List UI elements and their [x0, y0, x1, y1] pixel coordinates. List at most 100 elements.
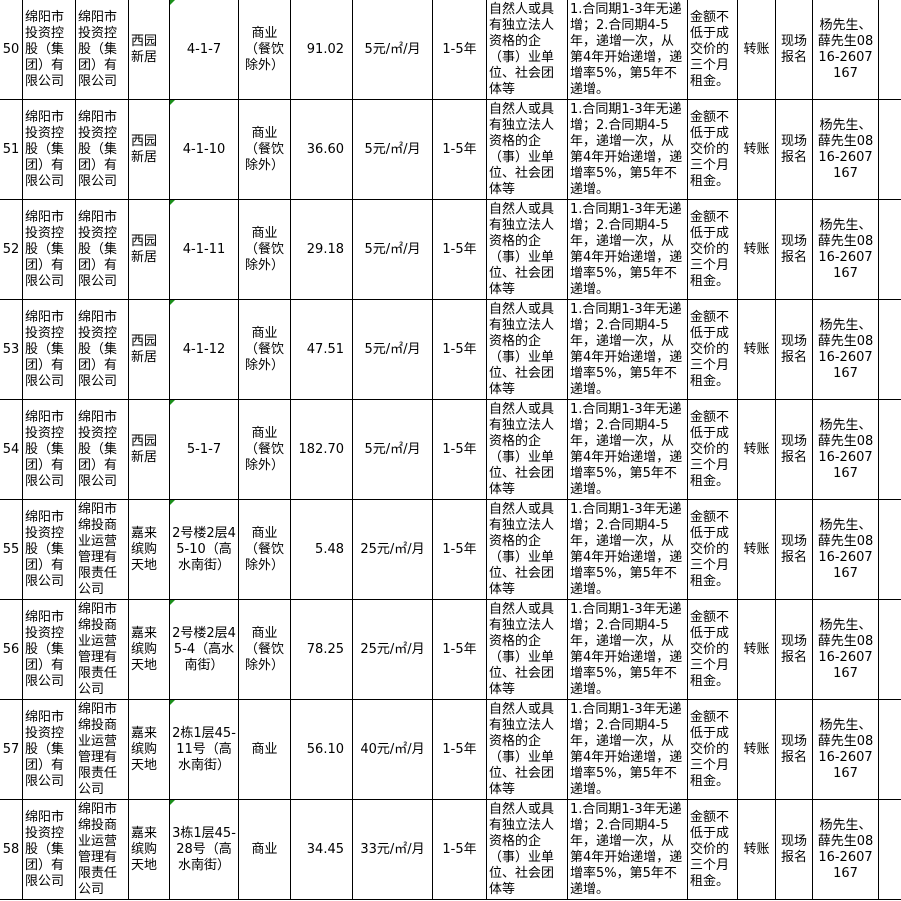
- increase-cell: 1.合同期1-3年无递增；2.合同期4-5年，递增一次，从第4年开始递增，递增率…: [567, 0, 688, 100]
- table-row: 56 绵阳市投资控股（集团）有限公司 绵阳市绵投商业运营管理有限责任公司 嘉来缤购天地…: [0, 599, 901, 700]
- row-number: 56: [0, 599, 23, 700]
- contact-cell: 杨先生、薛先生0816-2607167: [812, 399, 879, 500]
- registration-cell: 现场报名: [775, 499, 813, 600]
- term-cell: 1-5年: [432, 199, 487, 300]
- contact-cell: 杨先生、薛先生0816-2607167: [812, 599, 879, 700]
- empty-cell: [878, 499, 901, 600]
- deposit-cell: 金额不低于成交价的三个月租金。: [687, 599, 738, 700]
- owner-cell: 绵阳市投资控股（集团）有限公司: [22, 99, 76, 200]
- empty-cell: [878, 599, 901, 700]
- operator-cell: 绵阳市绵投商业运营管理有限责任公司: [75, 699, 129, 800]
- row-number: 50: [0, 0, 23, 100]
- row-number: 54: [0, 399, 23, 500]
- qualification-cell: 自然人或具有独立法人资格的企（事）业单位、社会团体等: [486, 499, 568, 600]
- table-row: 54 绵阳市投资控股（集团）有限公司 绵阳市投资控股（集团）有限公司 西园新居 5-1-…: [0, 399, 901, 500]
- unit-cell: 2号楼2层45-4（高水南街）: [169, 599, 239, 700]
- row-number: 55: [0, 499, 23, 600]
- project-cell: 西园新居: [128, 399, 170, 500]
- table-row: 50 绵阳市投资控股（集团）有限公司 绵阳市投资控股（集团）有限公司 西园新居 4-1-…: [0, 0, 901, 100]
- contact-cell: 杨先生、薛先生0816-2607167: [812, 99, 879, 200]
- deposit-cell: 金额不低于成交价的三个月租金。: [687, 299, 738, 400]
- owner-cell: 绵阳市投资控股（集团）有限公司: [22, 799, 76, 900]
- empty-cell: [878, 0, 901, 100]
- price-cell: 5元/㎡/月: [352, 0, 433, 100]
- operator-cell: 绵阳市投资控股（集团）有限公司: [75, 199, 129, 300]
- payment-cell: 转账: [737, 399, 776, 500]
- registration-cell: 现场报名: [775, 99, 813, 200]
- term-cell: 1-5年: [432, 99, 487, 200]
- term-cell: 1-5年: [432, 399, 487, 500]
- payment-cell: 转账: [737, 0, 776, 100]
- deposit-cell: 金额不低于成交价的三个月租金。: [687, 199, 738, 300]
- deposit-cell: 金额不低于成交价的三个月租金。: [687, 0, 738, 100]
- area-cell: 36.60: [290, 99, 353, 200]
- price-cell: 5元/㎡/月: [352, 99, 433, 200]
- project-cell: 西园新居: [128, 299, 170, 400]
- deposit-cell: 金额不低于成交价的三个月租金。: [687, 399, 738, 500]
- use-cell: 商业（餐饮除外）: [238, 299, 291, 400]
- contact-cell: 杨先生、薛先生0816-2607167: [812, 699, 879, 800]
- contact-cell: 杨先生、薛先生0816-2607167: [812, 0, 879, 100]
- project-cell: 嘉来缤购天地: [128, 599, 170, 700]
- unit-cell: 4-1-10: [169, 99, 239, 200]
- payment-cell: 转账: [737, 199, 776, 300]
- unit-cell: 4-1-11: [169, 199, 239, 300]
- contact-cell: 杨先生、薛先生0816-2607167: [812, 199, 879, 300]
- operator-cell: 绵阳市绵投商业运营管理有限责任公司: [75, 599, 129, 700]
- registration-cell: 现场报名: [775, 399, 813, 500]
- table-row: 57 绵阳市投资控股（集团）有限公司 绵阳市绵投商业运营管理有限责任公司 嘉来缤购天地…: [0, 699, 901, 800]
- increase-cell: 1.合同期1-3年无递增；2.合同期4-5年，递增一次，从第4年开始递增，递增率…: [567, 599, 688, 700]
- contact-cell: 杨先生、薛先生0816-2607167: [812, 299, 879, 400]
- payment-cell: 转账: [737, 99, 776, 200]
- payment-cell: 转账: [737, 799, 776, 900]
- term-cell: 1-5年: [432, 799, 487, 900]
- unit-cell: 2栋1层45-11号（高水南街）: [169, 699, 239, 800]
- registration-cell: 现场报名: [775, 299, 813, 400]
- use-cell: 商业（餐饮除外）: [238, 399, 291, 500]
- price-cell: 5元/㎡/月: [352, 199, 433, 300]
- use-cell: 商业（餐饮除外）: [238, 599, 291, 700]
- term-cell: 1-5年: [432, 0, 487, 100]
- contact-cell: 杨先生、薛先生0816-2607167: [812, 499, 879, 600]
- row-number: 52: [0, 199, 23, 300]
- use-cell: 商业（餐饮除外）: [238, 499, 291, 600]
- deposit-cell: 金额不低于成交价的三个月租金。: [687, 799, 738, 900]
- unit-cell: 4-1-7: [169, 0, 239, 100]
- empty-cell: [878, 99, 901, 200]
- area-cell: 5.48: [290, 499, 353, 600]
- term-cell: 1-5年: [432, 699, 487, 800]
- owner-cell: 绵阳市投资控股（集团）有限公司: [22, 199, 76, 300]
- deposit-cell: 金额不低于成交价的三个月租金。: [687, 499, 738, 600]
- deposit-cell: 金额不低于成交价的三个月租金。: [687, 699, 738, 800]
- qualification-cell: 自然人或具有独立法人资格的企（事）业单位、社会团体等: [486, 199, 568, 300]
- operator-cell: 绵阳市绵投商业运营管理有限责任公司: [75, 799, 129, 900]
- unit-cell: 5-1-7: [169, 399, 239, 500]
- project-cell: 西园新居: [128, 99, 170, 200]
- owner-cell: 绵阳市投资控股（集团）有限公司: [22, 699, 76, 800]
- row-number: 57: [0, 699, 23, 800]
- price-cell: 25元/㎡/月: [352, 599, 433, 700]
- empty-cell: [878, 199, 901, 300]
- owner-cell: 绵阳市投资控股（集团）有限公司: [22, 499, 76, 600]
- operator-cell: 绵阳市投资控股（集团）有限公司: [75, 0, 129, 100]
- qualification-cell: 自然人或具有独立法人资格的企（事）业单位、社会团体等: [486, 399, 568, 500]
- unit-cell: 4-1-12: [169, 299, 239, 400]
- unit-cell: 2号楼2层45-10（高水南街）: [169, 499, 239, 600]
- table-row: 55 绵阳市投资控股（集团）有限公司 绵阳市绵投商业运营管理有限责任公司 嘉来缤购天地…: [0, 499, 901, 600]
- operator-cell: 绵阳市投资控股（集团）有限公司: [75, 399, 129, 500]
- increase-cell: 1.合同期1-3年无递增；2.合同期4-5年，递增一次，从第4年开始递增，递增率…: [567, 399, 688, 500]
- unit-cell: 3栋1层45-28号（高水南街）: [169, 799, 239, 900]
- contact-cell: 杨先生、薛先生0816-2607167: [812, 799, 879, 900]
- use-cell: 商业（餐饮除外）: [238, 199, 291, 300]
- registration-cell: 现场报名: [775, 599, 813, 700]
- qualification-cell: 自然人或具有独立法人资格的企（事）业单位、社会团体等: [486, 0, 568, 100]
- payment-cell: 转账: [737, 599, 776, 700]
- owner-cell: 绵阳市投资控股（集团）有限公司: [22, 599, 76, 700]
- use-cell: 商业（餐饮除外）: [238, 0, 291, 100]
- empty-cell: [878, 799, 901, 900]
- area-cell: 34.45: [290, 799, 353, 900]
- deposit-cell: 金额不低于成交价的三个月租金。: [687, 99, 738, 200]
- price-cell: 5元/㎡/月: [352, 399, 433, 500]
- qualification-cell: 自然人或具有独立法人资格的企（事）业单位、社会团体等: [486, 299, 568, 400]
- empty-cell: [878, 699, 901, 800]
